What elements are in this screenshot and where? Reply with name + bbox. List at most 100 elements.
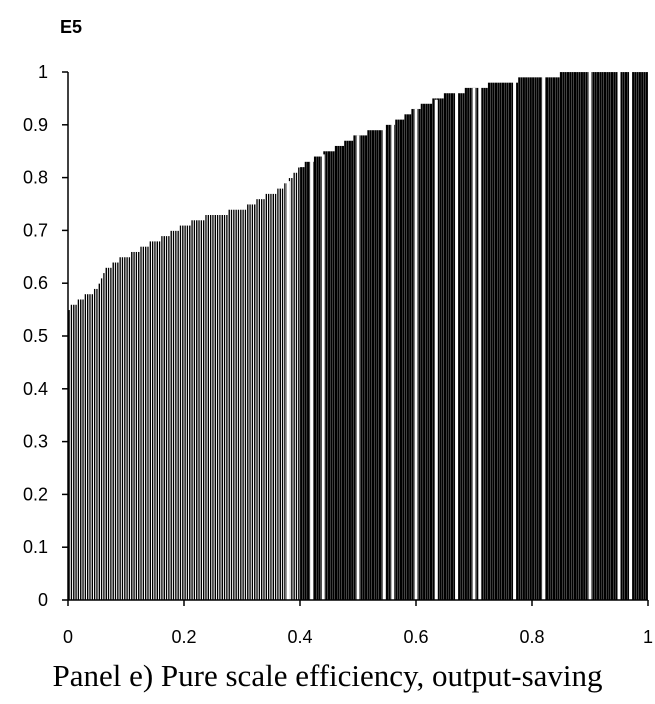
y-tick-label: 0.7 [23, 220, 48, 240]
bar [364, 135, 368, 601]
bar [603, 71, 607, 601]
bar [571, 71, 574, 601]
bar [367, 130, 370, 601]
y-tick-label: 1 [38, 62, 48, 82]
bar [330, 151, 333, 601]
bar [337, 145, 340, 601]
axes-group: 0 0.1 0.2 0.3 0.4 0.5 0.6 0.7 0.8 0.9 1 0 0.2 0.4 0.6 0… [23, 62, 653, 647]
bar [460, 93, 463, 601]
bar [634, 71, 637, 601]
bar [348, 140, 352, 601]
bar [550, 77, 553, 601]
bar-gap [391, 123, 395, 600]
bar [643, 71, 646, 601]
bar [395, 119, 398, 601]
bar [450, 93, 454, 601]
y-tick-label: 0 [38, 590, 48, 610]
bar [524, 77, 528, 601]
bar-gap [434, 99, 438, 600]
bar [332, 151, 335, 601]
bar [483, 87, 486, 601]
bar [592, 71, 595, 601]
y-tick-label: 0.1 [23, 537, 48, 557]
bar-gap [382, 128, 386, 600]
bar [411, 108, 414, 601]
bar [318, 156, 321, 601]
bar [557, 77, 560, 601]
bar-gap [356, 135, 360, 601]
bars-group [67, 71, 649, 601]
bar [582, 71, 586, 601]
bar [564, 71, 567, 601]
bar [485, 87, 488, 601]
bar [480, 87, 484, 601]
bar [353, 135, 356, 601]
bar [443, 93, 447, 601]
bar [576, 71, 579, 601]
bar [613, 71, 616, 601]
bar [615, 71, 618, 601]
bar [302, 166, 305, 601]
bar [299, 166, 303, 601]
bar [555, 77, 558, 601]
bar-gap [542, 76, 546, 600]
bar [476, 87, 479, 601]
bar [620, 71, 623, 601]
bar [515, 82, 519, 601]
x-tick-label: 0.8 [519, 627, 544, 647]
bar [562, 71, 565, 601]
bar [622, 71, 625, 601]
bar-gap [455, 92, 459, 600]
bar [492, 82, 495, 601]
bar [490, 82, 493, 601]
bar [636, 71, 639, 601]
bar-gap [588, 72, 592, 600]
bar [627, 71, 630, 601]
bar-gap [310, 160, 314, 601]
bar [527, 77, 530, 601]
bar [422, 103, 426, 601]
bar [506, 82, 509, 601]
efficiency-chart: E5 00.10.20.30.40.50.60.70.80.910 0.2 0.4 0… [23, 17, 653, 647]
bar [559, 71, 563, 601]
bar [518, 77, 521, 601]
bar [469, 87, 472, 601]
bar [304, 161, 308, 601]
y-tick-label: 0.2 [23, 484, 48, 504]
bar [376, 130, 379, 601]
bar [448, 93, 451, 601]
bar [327, 151, 331, 601]
bar [420, 103, 424, 601]
x-tick-label: 0.2 [171, 627, 196, 647]
y-tick-label: 0.9 [23, 115, 48, 135]
bar [529, 77, 533, 601]
bar-gap [414, 108, 418, 601]
bar [466, 87, 470, 601]
y-tick-label: 0.3 [23, 432, 48, 452]
bar [441, 98, 444, 601]
bar [388, 124, 391, 601]
bar [408, 114, 412, 601]
bar [316, 156, 319, 601]
bar-gap [472, 87, 476, 601]
bar [599, 71, 602, 601]
bar [606, 71, 609, 601]
x-tick-label: 1 [643, 627, 653, 647]
bar [578, 71, 581, 601]
bar [350, 140, 354, 601]
bar [624, 71, 628, 601]
bar [594, 71, 598, 601]
bar-gap [629, 72, 633, 600]
bar [369, 130, 372, 601]
bar [339, 145, 342, 601]
y-tick-label: 0.8 [23, 168, 48, 188]
bar [596, 71, 600, 601]
bar [453, 93, 456, 601]
x-tick-label: 0.6 [403, 627, 428, 647]
bar [360, 135, 363, 601]
bar [522, 77, 526, 601]
bar [464, 87, 468, 601]
bar [511, 82, 514, 601]
bar [580, 71, 584, 601]
bar [585, 71, 588, 601]
